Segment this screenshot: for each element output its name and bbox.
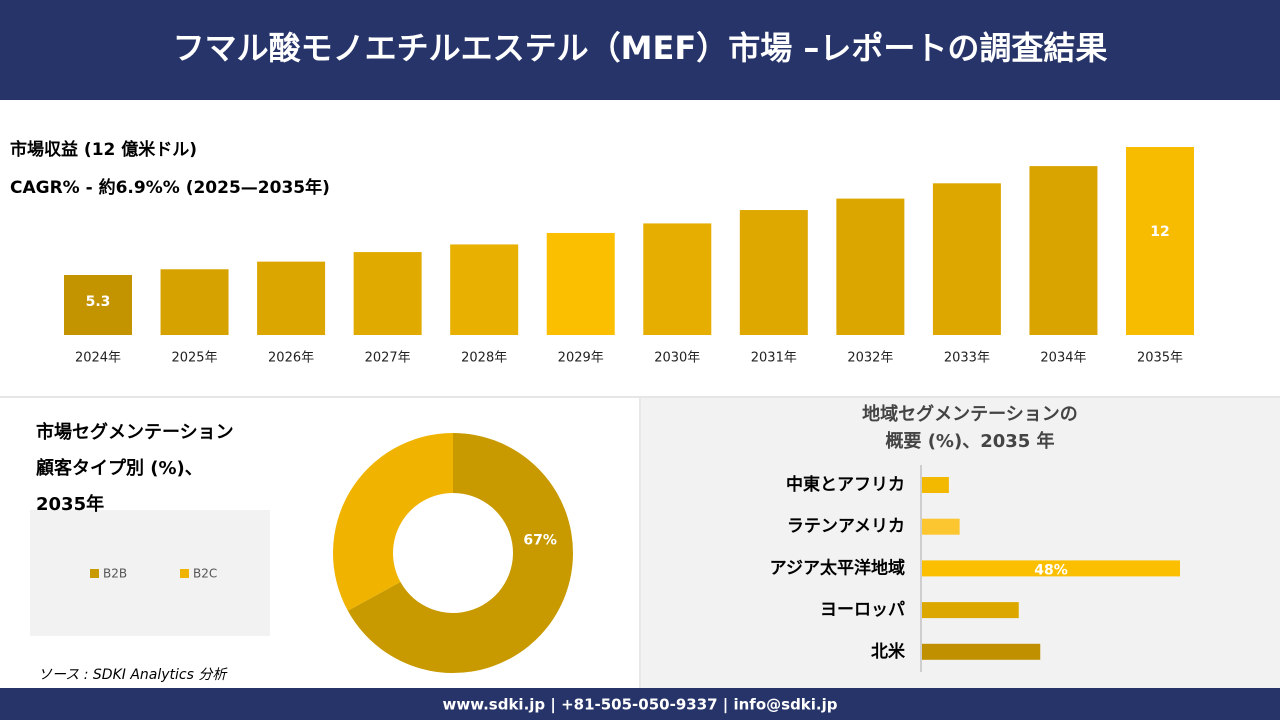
y-tick-label: ラテンアメリカ bbox=[787, 517, 905, 537]
bar bbox=[450, 244, 519, 335]
data-label: 48% bbox=[1034, 562, 1068, 578]
x-tick-label: 2029年 bbox=[558, 351, 604, 366]
x-tick-label: 2028年 bbox=[461, 351, 507, 366]
data-label: 12 bbox=[1150, 224, 1169, 240]
y-tick-label: アジア太平洋地域 bbox=[770, 557, 905, 578]
bar bbox=[546, 232, 615, 335]
x-tick-label: 2031年 bbox=[751, 351, 797, 366]
footer-contact: www.sdki.jp | +81-505-050-9337 | info@sd… bbox=[442, 696, 837, 715]
x-tick-label: 2025年 bbox=[171, 351, 217, 366]
legend-label: B2B bbox=[103, 567, 127, 581]
bar bbox=[160, 269, 229, 335]
bar bbox=[922, 477, 949, 493]
bar bbox=[1126, 147, 1194, 335]
x-tick-label: 2033年 bbox=[944, 351, 990, 366]
bar bbox=[922, 560, 1180, 577]
legend-label: B2C bbox=[193, 567, 217, 581]
x-tick-label: 2026年 bbox=[268, 351, 314, 366]
bar bbox=[257, 261, 326, 335]
data-label: 67% bbox=[523, 532, 557, 548]
x-tick-label: 2024年 bbox=[75, 351, 121, 366]
legend-box bbox=[30, 510, 270, 636]
bar bbox=[922, 518, 960, 535]
chart-title: 市場セグメンテーション bbox=[36, 421, 234, 443]
legend-swatch bbox=[180, 569, 189, 578]
y-tick-label: 中東とアフリカ bbox=[786, 474, 905, 495]
chart-title: 概要 (%)、2035 年 bbox=[885, 430, 1054, 452]
source-note: ソース : SDKI Analytics 分析 bbox=[38, 667, 228, 683]
chart-title: 顧客タイプ別 (%)、 bbox=[36, 457, 203, 479]
bar bbox=[922, 602, 1019, 619]
y-tick-label: ヨーロッパ bbox=[820, 600, 905, 620]
x-tick-label: 2030年 bbox=[654, 351, 700, 366]
y-tick-label: 北米 bbox=[871, 641, 906, 662]
bar bbox=[643, 223, 712, 335]
x-tick-label: 2027年 bbox=[365, 351, 411, 366]
donut-segment bbox=[347, 433, 574, 674]
bar bbox=[64, 275, 132, 335]
chart-subtitle: 市場収益 (12 億米ドル) bbox=[10, 139, 197, 160]
chart-title: 2035年 bbox=[36, 493, 104, 515]
bar bbox=[1029, 166, 1098, 335]
donut-segment bbox=[333, 433, 453, 611]
bar bbox=[932, 183, 1001, 335]
bar bbox=[922, 643, 1041, 660]
footer-band bbox=[0, 688, 1280, 720]
x-tick-label: 2032年 bbox=[847, 351, 893, 366]
legend-swatch bbox=[90, 569, 99, 578]
region-panel bbox=[641, 398, 1280, 688]
bar bbox=[353, 252, 422, 335]
x-tick-label: 2034年 bbox=[1040, 351, 1086, 366]
bar bbox=[836, 198, 905, 335]
chart-title: 地域セグメンテーションの bbox=[862, 403, 1078, 425]
chart-subtitle: CAGR% - 約6.9%% (2025—2035年) bbox=[10, 177, 330, 198]
bar bbox=[739, 210, 808, 335]
page-title: フマル酸モノエチルエステル（MEF）市場 –レポートの調査結果 bbox=[173, 29, 1108, 67]
x-tick-label: 2035年 bbox=[1137, 351, 1183, 366]
header-band bbox=[0, 0, 1280, 100]
data-label: 5.3 bbox=[86, 294, 111, 310]
